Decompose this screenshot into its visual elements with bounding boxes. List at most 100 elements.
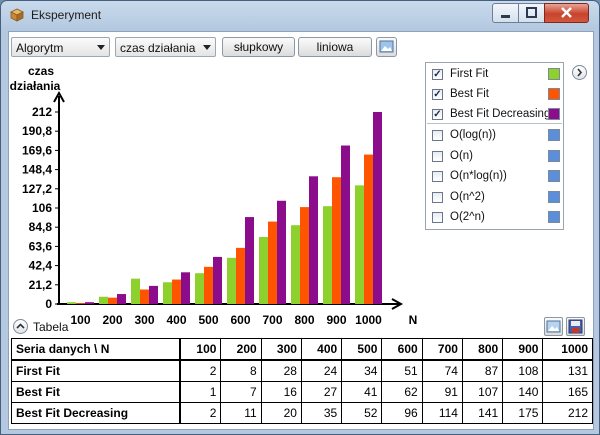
chevron-up-icon (16, 323, 25, 329)
table-cell: 212 (542, 402, 593, 424)
complexity-checkbox[interactable] (432, 171, 443, 182)
table-cell: 175 (502, 402, 544, 424)
table-column-header: 900 (502, 338, 544, 361)
x-axis-label: N (409, 313, 418, 327)
table-row: First Fit 2 8 28 24 34 51 74 87 108 131 (11, 359, 593, 382)
table-save-button[interactable] (566, 317, 585, 336)
bar-best-fit (268, 221, 277, 304)
series-color-swatch (548, 68, 560, 80)
minimize-button[interactable] (492, 3, 519, 23)
bar-best-fit-decreasing (277, 200, 286, 304)
y-tick-label: 42,4 (29, 259, 53, 273)
complexity-legend-item[interactable]: O(n*log(n)) (432, 169, 560, 187)
bar-best-fit (76, 303, 85, 304)
table-cell: 74 (421, 359, 463, 382)
table-column-header: 1000 (542, 338, 593, 361)
bar-best-fit-decreasing (341, 145, 350, 304)
table-column-header: 300 (260, 338, 302, 361)
bar-chart-button[interactable]: słupkowy (222, 37, 295, 57)
series-checkbox[interactable]: ✓ (432, 69, 443, 80)
complexity-legend-item[interactable]: O(n) (432, 149, 560, 167)
series-label: First Fit (450, 68, 489, 80)
x-tick-label: 800 (294, 313, 314, 327)
series-legend-item[interactable]: ✓ First Fit (432, 67, 560, 85)
metric-dropdown[interactable]: czas działania (115, 37, 216, 57)
bar-best-fit-decreasing (245, 217, 254, 304)
legend-expand-button[interactable] (572, 65, 587, 80)
complexity-checkbox[interactable] (432, 130, 443, 141)
bar-first-fit (259, 236, 268, 304)
maximize-button[interactable] (518, 3, 545, 23)
export-chart-image-button[interactable] (376, 37, 397, 57)
table-cell: 96 (381, 402, 423, 424)
series-checkbox[interactable]: ✓ (432, 109, 443, 120)
package-box-icon (10, 8, 24, 22)
table-cell: 87 (461, 359, 504, 382)
table-cell: 11 (220, 402, 262, 424)
complexity-checkbox[interactable] (432, 191, 443, 203)
series-color-swatch (548, 88, 560, 100)
bar-best-fit (300, 207, 309, 304)
complexity-legend-item[interactable]: O(log(n)) (432, 128, 560, 146)
y-tick-label: 212 (32, 105, 52, 119)
table-column-header: 200 (220, 338, 262, 361)
bar-best-fit (204, 266, 213, 304)
y-tick-label: 169,6 (22, 143, 52, 157)
chevron-down-icon (203, 45, 211, 50)
complexity-color-swatch (548, 190, 560, 203)
series-checkbox[interactable]: ✓ (432, 89, 443, 100)
complexity-legend-item[interactable]: O(2^n) (432, 210, 560, 228)
y-tick-label: 63,6 (29, 239, 53, 253)
bar-first-fit (355, 185, 364, 304)
table-cell: 16 (260, 381, 302, 403)
table-header-row: Seria danych \ N 100 200 300 400 500 600 700 800… (11, 338, 593, 361)
bar-best-fit (172, 279, 181, 304)
table-row-header: Best Fit Decreasing (11, 402, 182, 424)
x-tick-label: 400 (166, 313, 186, 327)
x-tick-label: 1000 (355, 313, 382, 327)
table-cell: 141 (461, 402, 504, 424)
chevron-right-icon (577, 68, 583, 77)
table-column-header: 800 (461, 338, 504, 361)
table-column-header: 600 (381, 338, 423, 361)
table-cell: 2 (179, 402, 222, 424)
series-legend-item[interactable]: ✓ Best Fit (432, 87, 560, 105)
line-chart-button[interactable]: liniowa (298, 37, 372, 57)
table-cell: 8 (220, 359, 262, 382)
series-legend-item[interactable]: ✓ Best Fit Decreasing (432, 107, 560, 125)
bar-first-fit (291, 225, 300, 304)
table-cell: 41 (341, 381, 383, 403)
complexity-legend-item[interactable]: O(n^2) (432, 190, 560, 208)
bar-first-fit (67, 302, 76, 304)
algorithm-dropdown[interactable]: Algorytm (11, 37, 110, 57)
x-tick-label: 100 (70, 313, 90, 327)
table-cell: 35 (300, 402, 343, 424)
title-bar[interactable]: Eksperyment (1, 1, 599, 31)
complexity-color-swatch (548, 211, 560, 223)
table-row: Best Fit Decreasing 2 11 20 35 52 96 114 141 175 2… (11, 402, 593, 424)
complexity-checkbox[interactable] (432, 212, 443, 223)
table-cell: 34 (341, 359, 383, 382)
table-collapse-button[interactable] (13, 319, 28, 334)
table-export-image-button[interactable] (544, 317, 563, 336)
bar-first-fit (163, 282, 172, 304)
complexity-color-swatch (548, 170, 560, 182)
image-export-icon (546, 320, 561, 333)
bar-best-fit-decreasing (373, 112, 382, 304)
y-tick-label: 0 (45, 297, 52, 311)
table-cell: 165 (542, 381, 593, 403)
complexity-label: O(n^2) (450, 190, 485, 203)
series-label: Best Fit Decreasing (450, 108, 551, 120)
x-tick-label: 900 (326, 313, 346, 327)
y-axis-arrow-icon (53, 90, 65, 103)
complexity-label: O(log(n)) (450, 129, 497, 141)
close-button[interactable] (544, 3, 589, 23)
x-tick-label: 500 (198, 313, 218, 327)
complexity-checkbox[interactable] (432, 150, 443, 162)
table-cell: 131 (542, 359, 593, 382)
bar-best-fit-decreasing (309, 176, 318, 304)
table-row-header: First Fit (11, 359, 182, 382)
x-axis-arrow-icon (391, 298, 404, 310)
y-tick-label: 127,2 (22, 182, 52, 196)
